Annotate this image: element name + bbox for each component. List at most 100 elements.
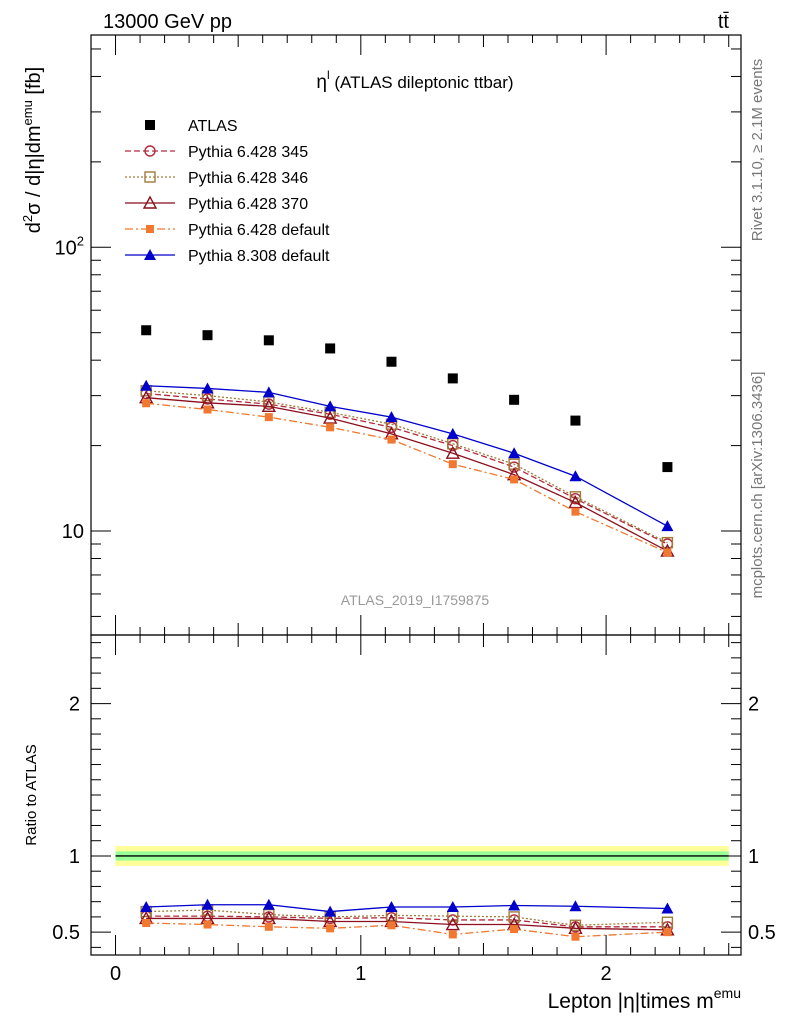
marker-square [571, 507, 580, 516]
legend-label: Pythia 8.308 default [188, 248, 330, 265]
y-tick-label-base: 10 [62, 521, 84, 543]
marker-circle-open [144, 145, 156, 157]
marker-square [447, 373, 458, 384]
ylabel-unit: [fb] [23, 67, 45, 100]
ratio-series-line-1 [146, 909, 668, 926]
ratio-y-tick-label-right: 0.5 [748, 922, 776, 944]
main-ylabel: d2σ / d|η|dmemu [fb] [20, 67, 45, 233]
marker-triangle-open [568, 495, 583, 509]
ylabel-emu: emu [20, 100, 35, 125]
series-line-2 [146, 390, 668, 544]
marker-square [448, 930, 457, 939]
marker-square [203, 405, 212, 414]
marker-triangle [569, 900, 582, 912]
ratio-y-tick-label-left: 1 [69, 846, 80, 868]
rivet-label: Rivet 3.1.10, ≥ 2.1M events [749, 59, 766, 242]
x-axis-label-main: Lepton |η|times m [548, 990, 714, 1013]
marker-triangle-open [322, 410, 338, 424]
marker-square-open [661, 536, 674, 549]
marker-triangle-open [445, 445, 460, 459]
x-tick-label: 0 [110, 963, 121, 985]
legend-label: ATLAS [188, 118, 238, 135]
y-tick-label: 10 [62, 521, 84, 543]
marker-square [146, 225, 154, 233]
plot-title-main: η [316, 72, 327, 93]
y-tick-label-base: 10 [55, 237, 77, 259]
marker-square [145, 120, 155, 130]
x-tick-label: 2 [601, 963, 612, 985]
series-line-4 [146, 402, 668, 554]
marker-triangle [324, 905, 337, 917]
marker-square [142, 919, 151, 927]
marker-square [326, 924, 335, 933]
ratio-series-line-3 [146, 922, 668, 938]
plot-title-rest: (ATLAS dileptonic ttbar) [330, 73, 514, 92]
marker-triangle [201, 898, 214, 910]
marker-square [571, 932, 580, 941]
series-line-3 [146, 397, 668, 552]
marker-square [263, 335, 274, 346]
marker-square [142, 399, 151, 408]
marker-square [387, 435, 396, 444]
marker-square [386, 356, 397, 367]
marker-square [663, 928, 672, 937]
mcplots-label: mcplots.cern.ch [arXiv:1306.3436] [749, 372, 766, 599]
marker-square [202, 330, 213, 341]
legend: ATLAS Pythia 6.428 345 Pythia 6.428 346 Pyt… [125, 118, 330, 265]
y-tick-label-sup: 2 [77, 233, 84, 248]
marker-square [662, 462, 673, 473]
watermark: ATLAS_2019_I1759875 [341, 592, 490, 608]
y-tick-label: 102 [55, 233, 84, 259]
marker-square-open [508, 911, 520, 923]
ylabel-sup2: 2 [20, 215, 35, 222]
marker-triangle [446, 427, 459, 439]
marker-square [448, 460, 457, 469]
marker-triangle [201, 382, 214, 394]
ratio-y-tick-label-right: 2 [748, 694, 759, 716]
marker-square [570, 415, 581, 426]
process-label: tt̄ [718, 11, 730, 33]
marker-square [203, 920, 212, 929]
marker-triangle-open [261, 398, 277, 413]
marker-triangle-open [445, 917, 460, 931]
marker-square [509, 394, 520, 405]
legend-label: Pythia 6.428 370 [188, 196, 308, 213]
marker-triangle [446, 901, 459, 912]
marker-square [264, 922, 273, 931]
marker-square [326, 423, 335, 432]
ratio-series-line-0 [146, 915, 668, 928]
marker-triangle [324, 400, 337, 412]
marker-triangle [508, 447, 521, 459]
x-axis-label-sup: emu [714, 985, 741, 1001]
marker-square [387, 921, 396, 930]
plot-title: ηl (ATLAS dileptonic ttbar) [316, 68, 513, 93]
marker-triangle [262, 898, 275, 910]
ratio-ylabel: Ratio to ATLAS [23, 744, 40, 845]
legend-label: Pythia 6.428 default [188, 222, 330, 239]
marker-triangle-open [142, 195, 158, 209]
ratio-y-tick-label-left: 2 [69, 694, 80, 716]
marker-square [325, 343, 336, 354]
marker-triangle [569, 470, 582, 482]
legend-label: Pythia 6.428 345 [188, 144, 308, 161]
ratio-y-tick-label-right: 1 [748, 846, 759, 868]
marker-triangle [144, 249, 156, 260]
ratio-series-line-4 [146, 904, 668, 913]
energy-label: 13000 GeV pp [103, 11, 232, 33]
marker-triangle [262, 386, 275, 398]
ylabel-d: d [23, 222, 45, 233]
marker-square-open [661, 916, 674, 928]
ratio-plot: 0.5 0.5 1 1 2 2 0 1 2 Ratio to ATLAS [23, 634, 776, 985]
marker-square [510, 475, 519, 484]
marker-triangle [385, 901, 398, 912]
ratio-y-tick-label-left: 0.5 [52, 922, 80, 944]
marker-square-open [569, 491, 582, 503]
x-tick-label: 1 [355, 963, 366, 985]
marker-triangle [508, 899, 521, 911]
marker-triangle [140, 379, 153, 391]
marker-triangle [661, 902, 674, 914]
legend-label: Pythia 6.428 346 [188, 170, 308, 187]
marker-triangle [385, 411, 398, 423]
